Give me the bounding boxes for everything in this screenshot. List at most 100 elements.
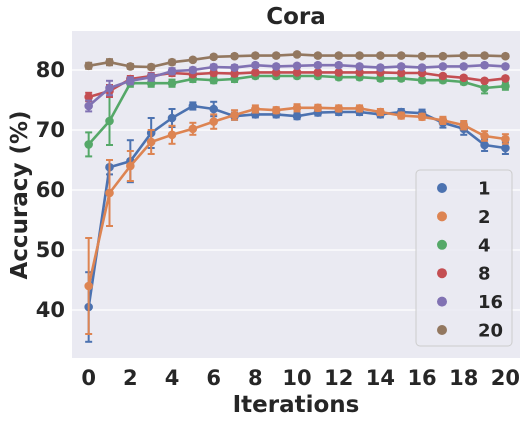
data-point	[167, 130, 177, 140]
series-16	[84, 60, 510, 113]
data-point	[480, 131, 489, 141]
data-point	[230, 69, 239, 78]
data-point	[292, 61, 302, 71]
chart-title: Cora	[266, 4, 326, 30]
data-point	[230, 63, 239, 72]
data-point	[438, 71, 448, 81]
data-point	[396, 111, 406, 120]
data-point	[376, 74, 385, 83]
data-point	[501, 134, 510, 144]
data-point	[251, 60, 260, 70]
data-point	[209, 62, 218, 72]
y-tick-label: 70	[36, 118, 65, 142]
data-point	[84, 101, 93, 111]
data-point	[501, 74, 510, 83]
data-point	[376, 107, 385, 117]
data-point	[396, 62, 406, 71]
x-tick-label: 12	[324, 366, 353, 390]
data-point	[480, 60, 489, 70]
legend-marker	[437, 211, 447, 222]
data-point	[417, 75, 427, 85]
series-2	[84, 103, 510, 335]
data-point	[501, 143, 510, 153]
data-point	[292, 68, 302, 77]
data-point	[459, 51, 469, 60]
data-point	[355, 62, 364, 71]
data-point	[355, 51, 364, 60]
y-tick-label: 40	[36, 298, 65, 322]
data-point	[105, 188, 114, 198]
series-20	[84, 50, 510, 72]
data-point	[501, 62, 510, 71]
data-point	[209, 52, 218, 62]
legend-label: 16	[478, 292, 503, 313]
data-point	[84, 61, 93, 71]
x-tick-label: 8	[248, 366, 263, 390]
legend-label: 1	[478, 179, 491, 200]
data-point	[334, 68, 344, 77]
data-point	[209, 75, 218, 85]
data-point	[167, 57, 177, 67]
data-point	[292, 50, 302, 59]
data-point	[84, 92, 93, 102]
data-point	[438, 51, 448, 61]
data-point	[146, 137, 156, 147]
data-point	[271, 62, 281, 71]
x-axis-label: Iterations	[233, 392, 360, 418]
x-tick-label: 6	[206, 366, 221, 390]
data-point	[376, 51, 385, 60]
data-point	[376, 63, 385, 72]
data-point	[355, 68, 364, 77]
data-point	[126, 76, 135, 86]
x-tick-label: 0	[81, 366, 96, 390]
y-tick-label: 50	[36, 238, 65, 262]
x-tick-label: 20	[491, 366, 520, 390]
legend-marker	[437, 268, 447, 279]
data-point	[501, 81, 510, 91]
data-point	[271, 51, 281, 60]
legend-marker	[437, 183, 447, 193]
data-point	[292, 111, 302, 121]
data-point	[84, 140, 93, 149]
legend-label: 20	[478, 321, 503, 342]
data-point	[146, 62, 156, 72]
data-point	[396, 51, 406, 60]
data-point	[167, 66, 177, 76]
legend-marker	[437, 325, 447, 335]
x-tick-label: 14	[366, 366, 395, 390]
data-point	[438, 62, 448, 71]
data-point	[459, 73, 469, 83]
data-point	[417, 51, 427, 61]
data-point	[417, 63, 427, 72]
legend-marker	[437, 296, 447, 307]
data-point	[209, 117, 218, 126]
data-point	[251, 68, 260, 77]
data-point	[188, 55, 198, 65]
data-point	[334, 60, 344, 70]
y-tick-label: 60	[36, 178, 65, 202]
legend-marker	[437, 239, 447, 250]
x-tick-label: 18	[449, 366, 478, 390]
x-tick-label: 10	[282, 366, 311, 390]
x-tick-label: 16	[407, 366, 436, 390]
data-point	[105, 83, 114, 93]
data-point	[188, 65, 198, 75]
data-point	[313, 103, 323, 113]
data-point	[105, 116, 114, 126]
data-point	[417, 112, 427, 122]
data-point	[209, 68, 218, 78]
data-point	[334, 104, 344, 113]
data-point	[167, 113, 177, 123]
legend-label: 8	[478, 264, 491, 285]
data-point	[188, 124, 198, 134]
data-point	[105, 57, 114, 67]
data-point	[334, 51, 344, 60]
data-point	[167, 78, 177, 88]
data-point	[271, 68, 281, 77]
data-point	[459, 62, 469, 71]
data-point	[313, 60, 323, 70]
data-point	[126, 62, 135, 71]
data-point	[292, 103, 302, 113]
